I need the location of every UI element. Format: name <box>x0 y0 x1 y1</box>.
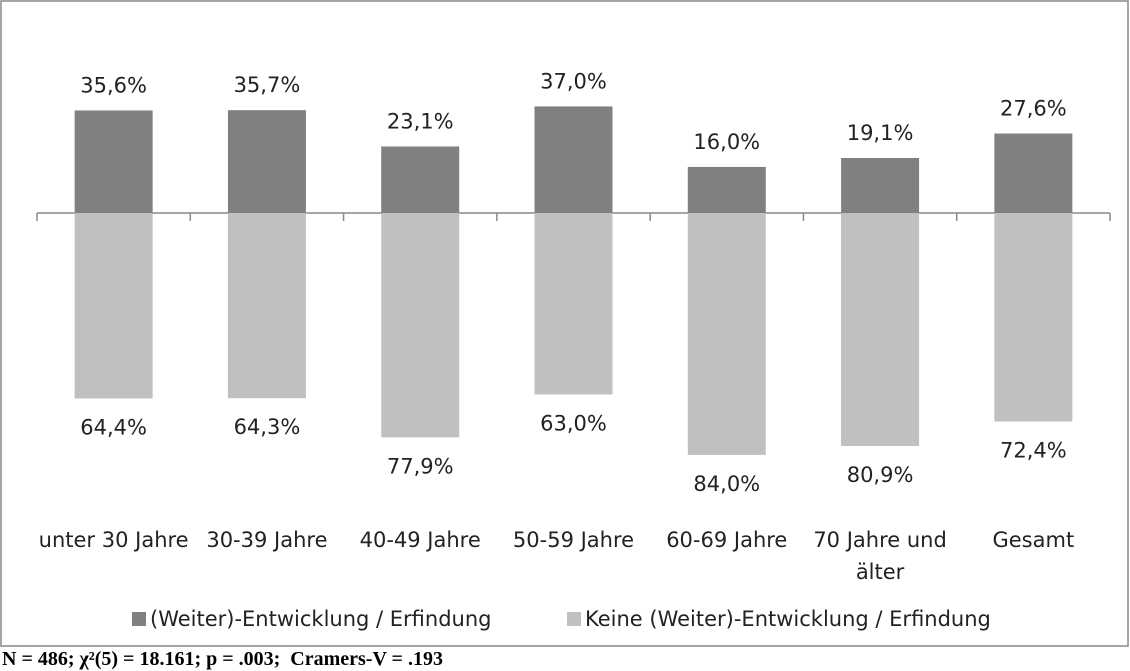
legend-label: Keine (Weiter)-Entwicklung / Erfindung <box>585 607 991 631</box>
bar <box>227 110 306 213</box>
bar <box>994 213 1073 422</box>
bar <box>687 166 766 213</box>
data-label: 27,6% <box>1000 97 1067 121</box>
data-label: 84,0% <box>693 472 760 496</box>
bar <box>841 157 920 213</box>
data-label: 23,1% <box>387 109 454 133</box>
x-tick-label: unter 30 Jahre <box>38 528 189 552</box>
data-label: 64,4% <box>80 415 147 439</box>
data-label: 77,9% <box>387 454 454 478</box>
bar <box>74 110 153 213</box>
legend-swatch <box>132 612 146 626</box>
bar <box>841 213 920 446</box>
x-tick-label: 30-39 Jahre <box>206 528 328 552</box>
x-tick-label: 70 Jahre und älter <box>813 528 947 584</box>
data-label: 35,6% <box>80 73 147 97</box>
bar <box>687 213 766 455</box>
bar <box>381 146 460 213</box>
data-label: 35,7% <box>234 73 301 97</box>
chart-border <box>0 0 1129 647</box>
data-label: 64,3% <box>234 415 301 439</box>
data-label: 16,0% <box>693 130 760 154</box>
legend-label: (Weiter)-Entwicklung / Erfindung <box>150 607 492 631</box>
data-label: 72,4% <box>1000 439 1067 463</box>
data-label: 80,9% <box>847 463 914 487</box>
legend-swatch <box>567 612 581 626</box>
bar <box>534 213 613 395</box>
footnote: N = 486; χ²(5) = 18.161; p = .003; Crame… <box>2 648 443 670</box>
data-label: 37,0% <box>540 69 607 93</box>
x-tick-label: 50-59 Jahre <box>512 528 635 552</box>
data-label: 19,1% <box>847 121 914 145</box>
x-tick-label: 40-49 Jahre <box>359 528 481 552</box>
bar <box>994 133 1073 213</box>
data-label: 63,0% <box>540 411 607 435</box>
bar <box>227 213 306 399</box>
bar <box>74 213 153 399</box>
bar <box>381 213 460 438</box>
x-tick-label: 60-69 Jahre <box>666 528 788 552</box>
x-tick-label: Gesamt <box>992 528 1075 552</box>
bar <box>534 106 613 213</box>
